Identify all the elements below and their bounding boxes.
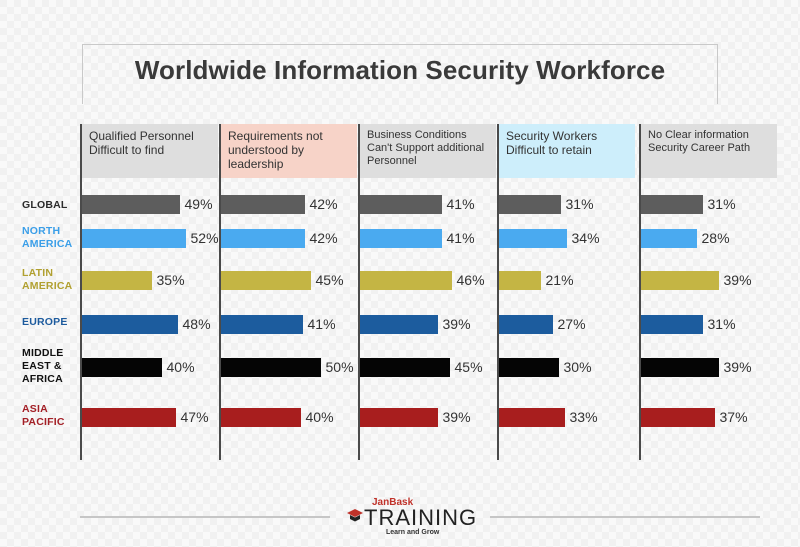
bar-global-col1 [81, 195, 180, 214]
bar-asia-pacific-col3 [359, 408, 438, 427]
value-label-middle-east-and-africa-col1: 40% [166, 359, 195, 375]
bar-europe-col4 [498, 315, 553, 334]
bar-latin-america-col3 [359, 271, 452, 290]
value-label-europe-col1: 48% [182, 316, 211, 332]
value-label-europe-col4: 27% [557, 316, 586, 332]
bar-global-col3 [359, 195, 442, 214]
bar-latin-america-col1 [81, 271, 152, 290]
region-label-latin-america: LATIN AMERICA [22, 267, 73, 292]
value-label-europe-col3: 39% [442, 316, 471, 332]
value-label-latin-america-col5: 39% [723, 272, 752, 288]
column-header-5: No Clear information Security Career Pat… [640, 124, 777, 178]
value-label-middle-east-and-africa-col5: 39% [723, 359, 752, 375]
value-label-global-col1: 49% [184, 196, 213, 212]
value-label-middle-east-and-africa-col2: 50% [325, 359, 354, 375]
value-label-north-america-col5: 28% [701, 230, 730, 246]
value-label-asia-pacific-col4: 33% [569, 409, 598, 425]
column-header-2: Requirements not understood by leadershi… [220, 124, 357, 178]
value-label-global-col4: 31% [565, 196, 594, 212]
column-header-1: Qualified Personnel Difficult to find [81, 124, 218, 178]
value-label-latin-america-col3: 46% [456, 272, 485, 288]
value-label-asia-pacific-col2: 40% [305, 409, 334, 425]
value-label-latin-america-col2: 45% [315, 272, 344, 288]
bar-europe-col1 [81, 315, 178, 334]
column-axis-line-3 [358, 124, 360, 460]
region-label-global: GLOBAL [22, 199, 68, 211]
graduation-flag-icon [347, 509, 363, 522]
value-label-north-america-col4: 34% [571, 230, 600, 246]
value-label-middle-east-and-africa-col3: 45% [454, 359, 483, 375]
bar-latin-america-col5 [640, 271, 719, 290]
column-axis-line-2 [219, 124, 221, 460]
value-label-europe-col2: 41% [307, 316, 336, 332]
column-header-3: Business Conditions Can't Support additi… [359, 124, 496, 178]
value-label-asia-pacific-col3: 39% [442, 409, 471, 425]
region-label-asia-pacific: ASIA PACIFIC [22, 403, 65, 428]
bar-latin-america-col2 [220, 271, 311, 290]
bar-middle-east-and-africa-col1 [81, 358, 162, 377]
bar-north-america-col5 [640, 229, 697, 248]
bar-europe-col2 [220, 315, 303, 334]
logo-tagline: Learn and Grow [386, 529, 440, 536]
value-label-north-america-col3: 41% [446, 230, 475, 246]
bar-global-col4 [498, 195, 561, 214]
column-header-4: Security Workers Difficult to retain [498, 124, 635, 178]
bar-north-america-col1 [81, 229, 186, 248]
bar-north-america-col3 [359, 229, 442, 248]
column-axis-line-4 [497, 124, 499, 460]
footer-line-left [80, 516, 330, 518]
logo-name: TRAINING [364, 505, 478, 530]
bar-global-col5 [640, 195, 703, 214]
bar-global-col2 [220, 195, 305, 214]
region-label-north-america: NORTH AMERICA [22, 225, 73, 250]
bar-europe-col5 [640, 315, 703, 334]
bar-asia-pacific-col5 [640, 408, 715, 427]
value-label-global-col3: 41% [446, 196, 475, 212]
value-label-global-col2: 42% [309, 196, 338, 212]
bar-asia-pacific-col1 [81, 408, 176, 427]
value-label-global-col5: 31% [707, 196, 736, 212]
column-axis-line-5 [639, 124, 641, 460]
chart-title: Worldwide Information Security Workforce [134, 55, 666, 85]
column-axis-line-1 [80, 124, 82, 460]
region-label-middle-east-and-africa: MIDDLE EAST & AFRICA [22, 347, 64, 385]
bar-north-america-col2 [220, 229, 305, 248]
region-label-europe: EUROPE [22, 316, 68, 328]
value-label-latin-america-col1: 35% [156, 272, 185, 288]
value-label-asia-pacific-col1: 47% [180, 409, 209, 425]
logo-brand: JanBask [372, 497, 414, 508]
footer-line-right [490, 516, 760, 518]
bar-asia-pacific-col4 [498, 408, 565, 427]
bar-latin-america-col4 [498, 271, 541, 290]
janbask-logo: JanBask TRAINING Learn and Grow [342, 496, 476, 540]
value-label-north-america-col2: 42% [309, 230, 338, 246]
bar-middle-east-and-africa-col2 [220, 358, 321, 377]
value-label-asia-pacific-col5: 37% [719, 409, 748, 425]
bar-middle-east-and-africa-col3 [359, 358, 450, 377]
bar-middle-east-and-africa-col4 [498, 358, 559, 377]
value-label-north-america-col1: 52% [190, 230, 219, 246]
value-label-europe-col5: 31% [707, 316, 736, 332]
bar-middle-east-and-africa-col5 [640, 358, 719, 377]
bar-europe-col3 [359, 315, 438, 334]
value-label-middle-east-and-africa-col4: 30% [563, 359, 592, 375]
value-label-latin-america-col4: 21% [545, 272, 574, 288]
bar-north-america-col4 [498, 229, 567, 248]
bar-asia-pacific-col2 [220, 408, 301, 427]
title-frame [82, 44, 718, 104]
